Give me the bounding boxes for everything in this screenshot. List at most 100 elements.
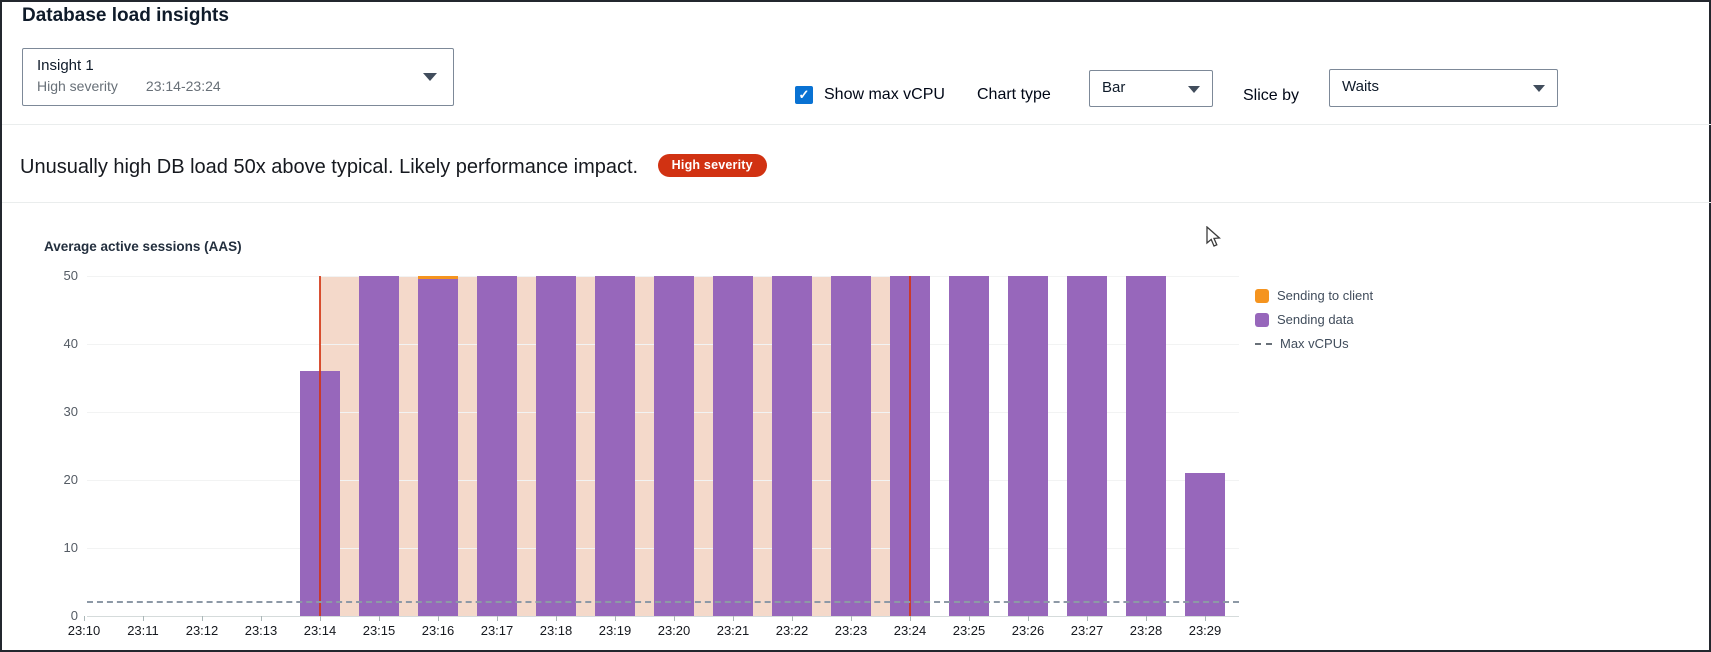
- bar-sending-data-23:15[interactable]: [359, 276, 399, 616]
- x-axis-tick-label: 23:12: [185, 623, 219, 638]
- page-title: Database load insights: [22, 5, 229, 26]
- x-axis-tick: [84, 616, 85, 621]
- checkmark-icon: ✓: [798, 87, 810, 102]
- bar-sending-data-23:20[interactable]: [654, 276, 694, 616]
- legend-item-sending-to-client[interactable]: Sending to client: [1255, 288, 1373, 303]
- chevron-down-icon: [1533, 85, 1545, 92]
- chevron-down-icon: [423, 73, 437, 81]
- mouse-cursor-icon: [1206, 226, 1221, 247]
- x-axis-tick-label: 23:13: [244, 623, 278, 638]
- orange-square-icon: [1255, 288, 1269, 303]
- x-axis-tick: [851, 616, 852, 621]
- x-axis-tick: [202, 616, 203, 621]
- divider: [2, 124, 1711, 125]
- legend-item-sending-data[interactable]: Sending data: [1255, 312, 1373, 327]
- x-axis-tick: [556, 616, 557, 621]
- insight-name: Insight 1: [37, 57, 94, 74]
- legend-label: Sending data: [1277, 312, 1354, 327]
- x-axis-tick-label: 23:21: [716, 623, 750, 638]
- insight-time-range: 23:14-23:24: [145, 78, 221, 94]
- x-axis-tick: [1087, 616, 1088, 621]
- purple-square-icon: [1255, 312, 1269, 327]
- bar-sending-data-23:18[interactable]: [536, 276, 576, 616]
- x-axis-tick: [379, 616, 380, 621]
- x-axis-tick: [674, 616, 675, 621]
- chart-legend: Sending to client Sending data Max vCPUs: [1255, 288, 1373, 351]
- bar-sending-data-23:17[interactable]: [477, 276, 517, 616]
- x-axis-tick-label: 23:11: [127, 623, 159, 638]
- x-axis-tick-label: 23:19: [598, 623, 632, 638]
- legend-label: Sending to client: [1277, 288, 1374, 303]
- y-axis-tick-label: 0: [70, 608, 78, 623]
- legend-item-max-vcpus[interactable]: Max vCPUs: [1255, 336, 1373, 351]
- x-axis-tick-label: 23:15: [362, 623, 396, 638]
- chart-type-value: Bar: [1102, 79, 1126, 96]
- dashed-line-icon: [1255, 342, 1272, 345]
- x-axis-tick: [733, 616, 734, 621]
- x-axis-tick-label: 23:20: [657, 623, 691, 638]
- chart-title: Average active sessions (AAS): [44, 239, 242, 254]
- insight-message: Unusually high DB load 50x above typical…: [20, 154, 767, 179]
- x-axis-tick: [438, 616, 439, 621]
- x-axis-tick-label: 23:27: [1070, 623, 1104, 638]
- x-axis-tick: [320, 616, 321, 621]
- bar-sending-data-23:23[interactable]: [831, 276, 871, 616]
- legend-label: Max vCPUs: [1280, 336, 1349, 351]
- x-axis-tick-label: 23:26: [1011, 623, 1045, 638]
- bar-sending-data-23:21[interactable]: [713, 276, 753, 616]
- bar-sending-data-23:25[interactable]: [949, 276, 989, 616]
- x-axis-tick: [1146, 616, 1147, 621]
- chart-type-label: Chart type: [977, 86, 1051, 103]
- y-axis-tick-label: 10: [63, 540, 78, 555]
- x-axis-tick: [497, 616, 498, 621]
- x-axis-tick-label: 23:18: [539, 623, 573, 638]
- x-axis-tick-label: 23:23: [834, 623, 868, 638]
- bar-sending-data-23:29[interactable]: [1185, 473, 1225, 616]
- bar-sending-data-23:16[interactable]: [418, 279, 458, 616]
- x-axis-tick: [1205, 616, 1206, 621]
- x-axis-tick-label: 23:16: [421, 623, 455, 638]
- insight-severity: High severity: [37, 78, 118, 94]
- x-axis-tick: [792, 616, 793, 621]
- x-axis-tick-label: 23:10: [67, 623, 101, 638]
- x-axis-tick: [261, 616, 262, 621]
- y-axis-tick-label: 50: [63, 268, 78, 283]
- x-axis-tick: [143, 616, 144, 621]
- insight-selector-dropdown[interactable]: Insight 1 High severity 23:14-23:24: [22, 48, 454, 106]
- divider: [2, 202, 1711, 203]
- x-axis-tick-label: 23:29: [1188, 623, 1222, 638]
- x-axis-tick-label: 23:22: [775, 623, 809, 638]
- slice-by-label: Slice by: [1243, 87, 1300, 104]
- x-axis-line: [87, 616, 1239, 617]
- bar-sending-data-23:28[interactable]: [1126, 276, 1166, 616]
- y-axis-tick-label: 30: [63, 404, 78, 419]
- severity-badge: High severity: [657, 154, 767, 177]
- insight-start-line: [319, 276, 321, 616]
- x-axis-tick-label: 23:28: [1129, 623, 1163, 638]
- x-axis-tick-label: 23:17: [480, 623, 514, 638]
- x-axis-tick: [910, 616, 911, 621]
- show-max-vcpu-label: Show max vCPU: [824, 86, 945, 103]
- insight-message-text: Unusually high DB load 50x above typical…: [20, 156, 639, 178]
- max-vcpus-line: [87, 601, 1239, 604]
- chart-type-dropdown[interactable]: Bar: [1089, 70, 1213, 107]
- show-max-vcpu-checkbox[interactable]: ✓: [795, 86, 813, 104]
- x-axis-tick-label: 23:24: [893, 623, 927, 638]
- bar-sending-data-23:19[interactable]: [595, 276, 635, 616]
- x-axis-tick-label: 23:14: [303, 623, 337, 638]
- y-axis-tick-label: 40: [63, 336, 78, 351]
- y-axis-tick-label: 20: [63, 472, 78, 487]
- x-axis-tick: [969, 616, 970, 621]
- x-axis-tick-label: 23:25: [952, 623, 986, 638]
- bar-sending-data-23:26[interactable]: [1008, 276, 1048, 616]
- x-axis-tick: [1028, 616, 1029, 621]
- slice-by-value: Waits: [1342, 78, 1379, 95]
- bar-sending-data-23:22[interactable]: [772, 276, 812, 616]
- bar-sending-data-23:27[interactable]: [1067, 276, 1107, 616]
- slice-by-dropdown[interactable]: Waits: [1329, 69, 1558, 107]
- insight-end-line: [909, 276, 911, 616]
- bar-sending-to-client-23:16[interactable]: [418, 276, 458, 280]
- chevron-down-icon: [1188, 86, 1200, 93]
- x-axis-tick: [615, 616, 616, 621]
